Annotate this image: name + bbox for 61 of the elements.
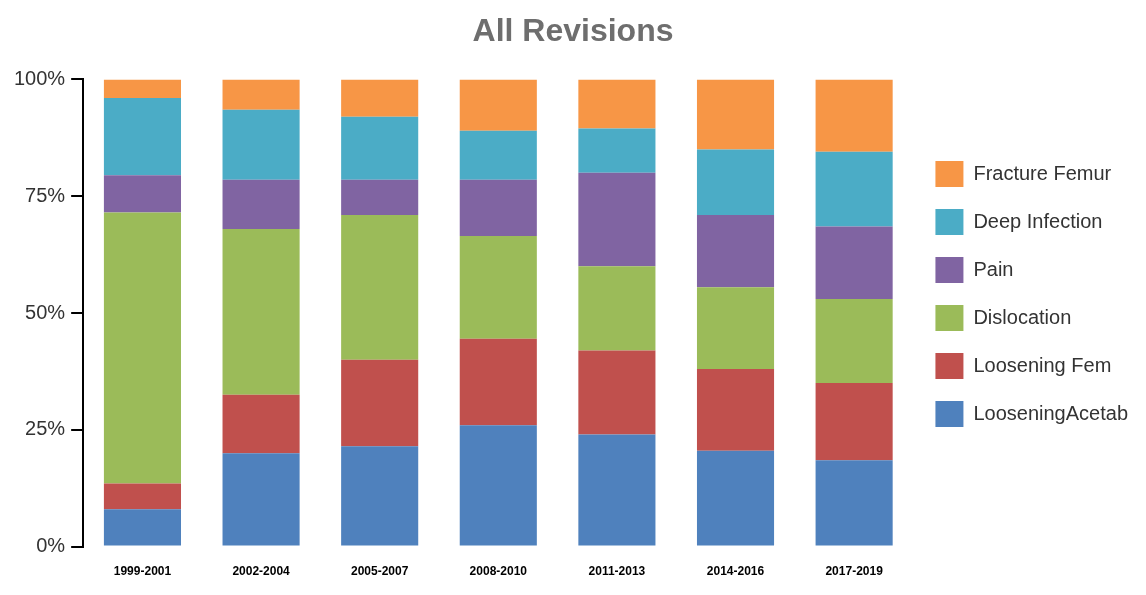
y-tick-label: 25%: [25, 417, 66, 440]
bar: [222, 109, 300, 180]
bar: [696, 214, 775, 288]
bar: [341, 446, 419, 546]
bar: [341, 116, 419, 180]
bar: [222, 79, 300, 110]
bar: [578, 350, 656, 435]
bar: [222, 228, 300, 395]
bar: [459, 425, 537, 546]
x-tick-label: 1999-2001: [113, 564, 172, 579]
y-tick-label: 75%: [25, 183, 66, 206]
bar: [459, 130, 537, 180]
bar: [696, 287, 775, 370]
legend-label: Dislocation: [973, 305, 1072, 328]
bar: [103, 79, 182, 99]
bar: [222, 179, 300, 229]
x-tick-label: 2008-2010: [469, 564, 528, 579]
bar: [696, 450, 775, 546]
y-tick-label: 50%: [25, 300, 66, 323]
bar: [578, 128, 656, 173]
bar: [459, 179, 537, 236]
bar: [696, 149, 775, 215]
bar: [459, 235, 537, 339]
legend-label: Loosening Fem: [973, 353, 1112, 376]
x-tick-label: 2002-2004: [232, 564, 291, 579]
bar: [696, 369, 775, 451]
bar: [103, 212, 182, 484]
bar: [578, 172, 656, 267]
bar: [459, 338, 537, 426]
bar: [815, 298, 893, 384]
x-tick-label: 2017-2019: [825, 564, 884, 579]
legend-label: LooseningAcetab: [973, 401, 1129, 424]
bar: [459, 79, 537, 131]
bar: [103, 483, 182, 510]
bar: [696, 79, 775, 150]
bar: [578, 266, 656, 351]
bar: [578, 79, 656, 129]
bar: [578, 434, 656, 546]
bar: [222, 453, 300, 546]
x-tick-label: 2011-2013: [588, 564, 646, 579]
bar: [815, 383, 893, 461]
legend-label: Pain: [973, 257, 1014, 280]
legend-label: Deep Infection: [973, 209, 1103, 232]
bar: [103, 98, 182, 176]
bar: [341, 179, 419, 215]
bar: [815, 460, 893, 546]
y-tick-label: 0%: [36, 534, 66, 557]
y-tick-label: 100%: [14, 66, 66, 89]
bar: [103, 509, 182, 546]
bar: [815, 79, 893, 152]
bar: [341, 79, 419, 117]
legend-label: Fracture Femur: [973, 161, 1112, 184]
bar: [815, 151, 893, 227]
bar: [341, 359, 419, 447]
x-tick-label: 2005-2007: [350, 564, 409, 579]
bar: [103, 175, 182, 213]
chart-title: All Revisions: [472, 12, 674, 49]
bar: [341, 214, 419, 360]
x-tick-label: 2014-2016: [706, 564, 765, 579]
bar: [815, 226, 893, 299]
bar: [222, 394, 300, 454]
